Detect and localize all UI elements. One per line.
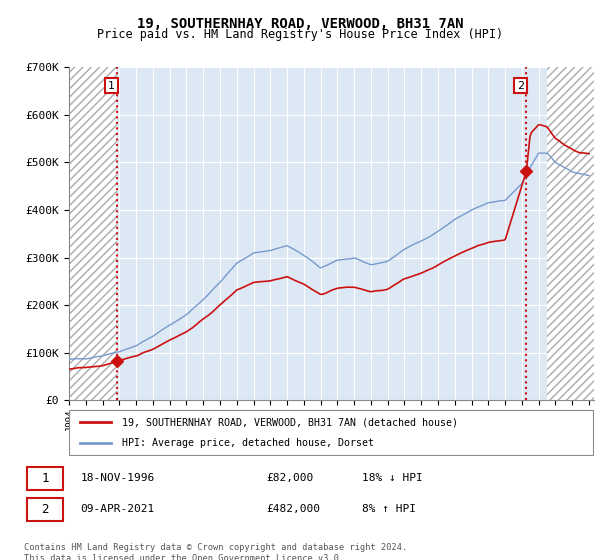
Text: 19, SOUTHERNHAY ROAD, VERWOOD, BH31 7AN (detached house): 19, SOUTHERNHAY ROAD, VERWOOD, BH31 7AN … <box>121 417 458 427</box>
Text: 1: 1 <box>41 472 49 485</box>
Text: 19, SOUTHERNHAY ROAD, VERWOOD, BH31 7AN: 19, SOUTHERNHAY ROAD, VERWOOD, BH31 7AN <box>137 17 463 31</box>
FancyBboxPatch shape <box>27 466 64 490</box>
Text: HPI: Average price, detached house, Dorset: HPI: Average price, detached house, Dors… <box>121 438 373 448</box>
FancyBboxPatch shape <box>27 498 64 521</box>
Text: £82,000: £82,000 <box>266 473 314 483</box>
Text: 18% ↓ HPI: 18% ↓ HPI <box>362 473 423 483</box>
Text: £482,000: £482,000 <box>266 505 320 515</box>
Bar <box>69 67 118 400</box>
Bar <box>69 67 118 400</box>
Text: Price paid vs. HM Land Registry's House Price Index (HPI): Price paid vs. HM Land Registry's House … <box>97 28 503 41</box>
Text: 8% ↑ HPI: 8% ↑ HPI <box>362 505 416 515</box>
Text: 18-NOV-1996: 18-NOV-1996 <box>80 473 155 483</box>
Text: 2: 2 <box>41 503 49 516</box>
FancyBboxPatch shape <box>69 410 593 455</box>
Text: 2: 2 <box>517 81 524 91</box>
Text: Contains HM Land Registry data © Crown copyright and database right 2024.
This d: Contains HM Land Registry data © Crown c… <box>24 543 407 560</box>
Text: 09-APR-2021: 09-APR-2021 <box>80 505 155 515</box>
Text: 1: 1 <box>108 81 115 91</box>
Bar <box>547 67 594 400</box>
